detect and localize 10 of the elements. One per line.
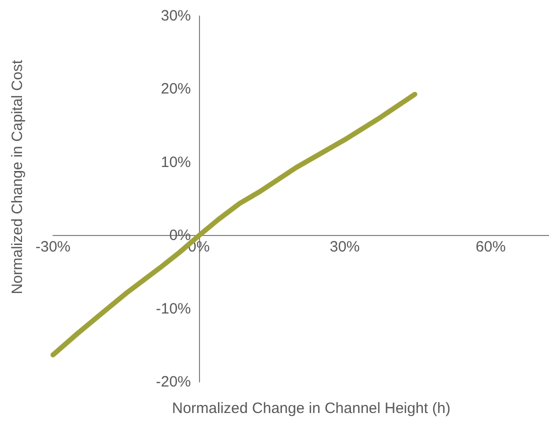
x-tick-label: 60% [476,238,506,256]
y-tick-label: -10% [156,300,191,318]
x-axis-title: Normalized Change in Channel Height (h) [172,400,450,417]
x-tick-label: -30% [35,238,71,256]
y-axis-title: Normalized Change in Capital Cost [9,59,26,294]
y-tick-label: -20% [156,374,191,390]
y-tick-label: 30% [160,8,191,24]
y-tick-label: 10% [160,154,191,171]
y-tick-label: 20% [160,80,191,98]
x-tick-label: 30% [330,238,360,256]
